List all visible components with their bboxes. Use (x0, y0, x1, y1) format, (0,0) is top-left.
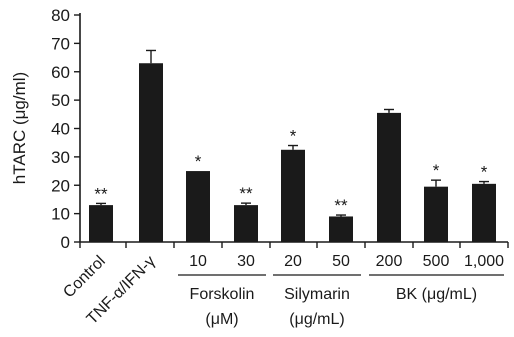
category-label: Control (60, 253, 108, 301)
group-unit-label: (μM) (205, 311, 238, 328)
y-tick-label: 40 (51, 120, 70, 139)
bar (139, 63, 163, 242)
significance-marker: ** (94, 184, 108, 203)
bar (89, 205, 113, 242)
significance-marker: * (433, 161, 440, 180)
category-label: 30 (237, 253, 255, 270)
y-tick-label: 70 (51, 34, 70, 53)
y-tick-label: 10 (51, 205, 70, 224)
significance-marker: * (195, 152, 202, 171)
category-label: 500 (423, 253, 450, 270)
bars (89, 63, 496, 242)
group-labels: Forskolin (μM) Silymarin (μg/mL) BK (μg/mL) (178, 274, 504, 328)
bar (281, 149, 305, 242)
bar (472, 183, 496, 242)
y-tick-label: 20 (51, 176, 70, 195)
significance-marker: ** (239, 184, 253, 203)
significance-markers: ********* * (94, 127, 487, 216)
significance-marker: * (290, 127, 297, 146)
significance-marker: * (481, 163, 488, 182)
y-tick-label: 30 (51, 148, 70, 167)
category-label: 1,000 (464, 253, 504, 270)
group-label: BK (μg/mL) (396, 286, 477, 303)
y-tick-label: 50 (51, 91, 70, 110)
bar (234, 205, 258, 242)
y-tick-label: 60 (51, 63, 70, 82)
bar (329, 216, 353, 242)
bar (186, 171, 210, 242)
group-label: Forskolin (190, 286, 255, 303)
category-label: 10 (189, 253, 207, 270)
y-axis-label: hTARC (μg/ml) (10, 72, 29, 184)
bar (424, 186, 448, 242)
significance-marker: ** (334, 196, 348, 215)
category-label: 200 (376, 253, 403, 270)
y-tick-label: 0 (61, 233, 70, 252)
group-label: Silymarin (284, 286, 350, 303)
error-bars (96, 49, 489, 217)
category-label: 20 (284, 253, 302, 270)
category-label: 50 (332, 253, 350, 270)
group-unit-label: (μg/mL) (289, 311, 344, 328)
y-tick-label: 80 (51, 6, 70, 25)
bar (377, 112, 401, 242)
